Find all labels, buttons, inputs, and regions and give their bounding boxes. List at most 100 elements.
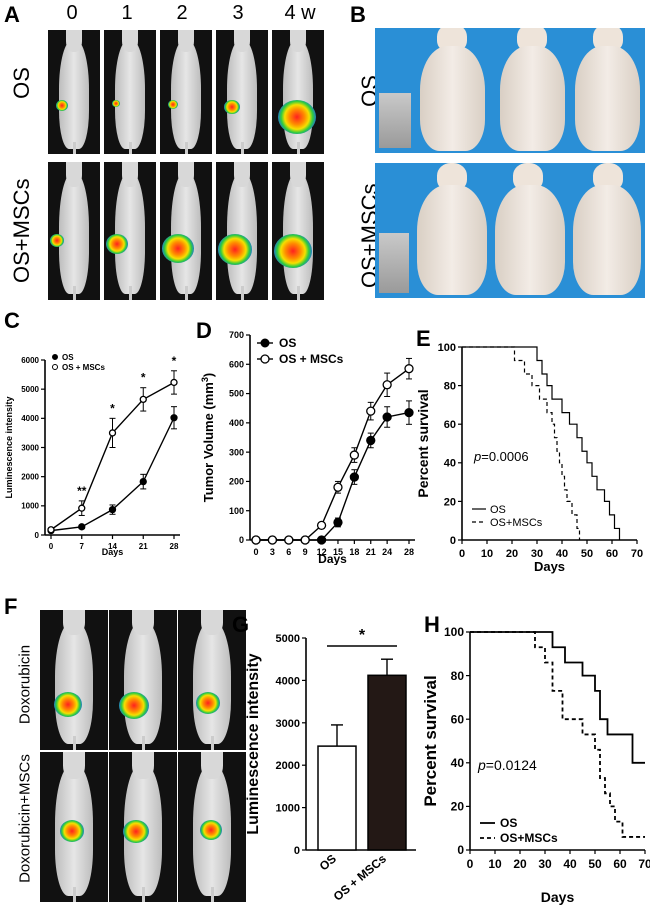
mouse-head — [65, 162, 83, 187]
x-tick-label: 40 — [556, 548, 568, 560]
survival-curve-os — [470, 631, 645, 764]
mouse-tail — [72, 286, 76, 300]
x-tick-label: 6 — [286, 547, 291, 557]
legend-label-os-mscs: OS+MSCs — [490, 517, 543, 529]
panel-g-letter: G — [232, 612, 250, 637]
x-tick-label: 70 — [638, 857, 650, 871]
y-tick-label: 0 — [35, 531, 40, 540]
mouse-tail — [72, 736, 77, 750]
panel-f-row-label-doxorubicin-mscs: Doxorubicin+MSCs — [16, 754, 34, 883]
y-tick-label: 5000 — [276, 633, 300, 645]
mouse-head — [121, 30, 139, 53]
x-tick-label: 0 — [253, 547, 258, 557]
x-tick-label: 3 — [270, 547, 275, 557]
panel-b-os-mscs-photo — [375, 163, 645, 298]
legend-label-os: OS — [500, 816, 517, 830]
panel-a-week-2: 2 — [176, 2, 188, 24]
legend-label-os: OS — [279, 336, 296, 350]
mouse-tail — [184, 286, 188, 300]
y-tick-label: 300 — [229, 447, 244, 457]
panel-a-os-tile — [104, 30, 156, 154]
x-tick-label: 0 — [467, 857, 474, 871]
x-axis-label: Days — [102, 547, 124, 557]
panel-a-os-mscs-tile — [104, 162, 156, 300]
mouse-tail — [141, 736, 146, 750]
mouse-body — [115, 39, 145, 150]
luminescence-signal — [112, 100, 120, 108]
y-tick-label: 3000 — [276, 718, 300, 730]
y-tick-label: 0 — [294, 845, 300, 857]
x-tick-label: 12 — [317, 547, 327, 557]
panel-a-os-mscs-tile — [48, 162, 100, 300]
mouse-head — [201, 610, 223, 636]
y-tick-label: 500 — [229, 389, 244, 399]
panel-h-letter: H — [424, 612, 440, 637]
data-point — [382, 380, 392, 390]
data-point — [300, 535, 310, 545]
mouse-head — [201, 752, 223, 779]
x-tick-label: 18 — [349, 547, 359, 557]
x-tick-label: 24 — [382, 547, 392, 557]
luminescence-signal — [123, 820, 149, 844]
data-point — [349, 472, 360, 482]
panel-f-doxorubicin-tile — [178, 610, 246, 750]
legend-label-os-mscs: OS+MSCs — [500, 831, 558, 845]
y-tick-label: 6000 — [21, 356, 39, 365]
y-tick-label: 80 — [444, 380, 456, 392]
luminescence-signal — [274, 234, 312, 269]
mouse-body — [417, 185, 487, 295]
mouse-head — [233, 162, 251, 187]
legend-marker-os-mscs — [52, 364, 58, 370]
x-axis-label: Days — [318, 552, 347, 565]
mouse-body — [573, 185, 641, 295]
legend-marker-os — [52, 354, 58, 360]
x-tick-label: 60 — [606, 548, 618, 560]
x-tick-label: 28 — [404, 547, 414, 557]
y-tick-label: 2000 — [21, 472, 39, 481]
x-tick-label: 70 — [631, 548, 643, 560]
y-tick-label: 5000 — [21, 385, 39, 394]
x-tick-label: 50 — [581, 548, 593, 560]
mouse-head — [177, 30, 195, 53]
y-tick-label: 40 — [444, 458, 456, 470]
ruler — [379, 93, 411, 148]
data-point — [333, 517, 343, 528]
panel-b-os-photo — [375, 28, 645, 153]
y-axis-label: Percent survival — [421, 675, 440, 806]
luminescence-signal — [162, 234, 194, 263]
panel-c-letter: C — [4, 308, 20, 333]
data-point — [382, 412, 392, 422]
luminescence-signal — [278, 100, 316, 135]
x-tick-label: 20 — [506, 548, 518, 560]
mouse-head — [289, 30, 307, 53]
mouse-head — [121, 162, 139, 187]
y-tick-label: 1000 — [276, 803, 300, 815]
x-tick-label: 28 — [170, 542, 179, 551]
luminescence-signal — [54, 692, 82, 718]
x-axis-label: Days — [534, 559, 565, 574]
mouse-tail — [141, 887, 146, 902]
mouse-head — [233, 30, 251, 53]
mouse-tail — [128, 286, 132, 300]
x-tick-label: 0 — [459, 548, 465, 560]
panel-a-os-mscs-tile — [272, 162, 324, 300]
y-tick-label: 20 — [444, 496, 456, 508]
bar-os — [317, 745, 357, 851]
panel-b-letter: B — [350, 2, 366, 27]
y-axis-label: Percent survival — [415, 389, 431, 497]
mouse-tail — [296, 286, 300, 300]
y-tick-label: 100 — [444, 625, 464, 639]
p-value-annotation: p=0.0006 — [473, 449, 529, 464]
mouse-body — [227, 173, 257, 295]
mouse-body — [171, 39, 201, 150]
mouse-tail — [184, 141, 188, 154]
x-tick-label: 15 — [333, 547, 343, 557]
x-tick-label: 14 — [108, 542, 117, 551]
survival-curve-os — [462, 346, 621, 540]
data-point — [366, 406, 376, 416]
data-point — [170, 378, 178, 387]
mouse-head — [132, 610, 154, 636]
x-tick-label: 9 — [303, 547, 308, 557]
luminescence-signal — [50, 234, 64, 247]
data-point — [108, 429, 117, 437]
